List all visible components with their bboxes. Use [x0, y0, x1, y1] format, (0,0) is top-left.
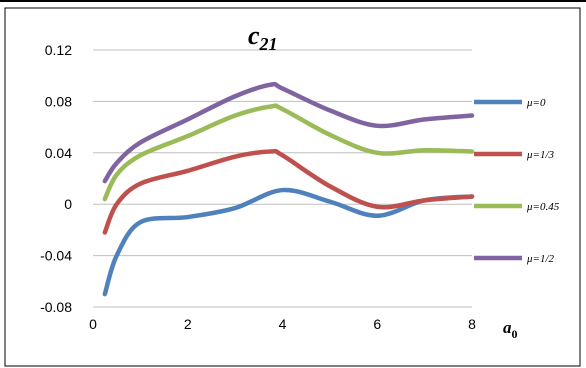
chart-title-subscript: 21 [259, 34, 278, 54]
y-tick-label: 0.04 [45, 145, 72, 161]
y-axis-tick-labels: -0.08 -0.04 0 0.04 0.08 0.12 [40, 42, 72, 315]
chart-title-main: c [248, 21, 260, 50]
x-tick-label: 4 [279, 316, 287, 332]
legend: μ=0 μ=1/3 μ=0.45 μ=1/2 [474, 97, 560, 265]
y-tick-label: -0.08 [40, 299, 72, 315]
series-line [102, 81, 475, 184]
x-tick-label: 6 [373, 316, 381, 332]
series-line [102, 103, 475, 202]
chart-border [4, 7, 581, 367]
x-axis-label: a0 [503, 318, 518, 341]
x-tick-label: 0 [89, 316, 97, 332]
x-axis-label-subscript: 0 [512, 327, 518, 341]
legend-label: μ=0.45 [526, 201, 560, 213]
chart-title: c21 [248, 21, 278, 54]
series-line [102, 187, 475, 297]
y-tick-label: -0.04 [40, 248, 72, 264]
y-tick-label: 0.08 [45, 93, 72, 109]
x-axis-label-main: a [503, 318, 512, 337]
series-line [102, 148, 475, 235]
x-tick-label: 8 [468, 316, 476, 332]
legend-label: μ=1/2 [526, 253, 555, 265]
y-tick-label: 0 [64, 196, 72, 212]
x-axis-tick-labels: 0 2 4 6 8 [89, 316, 476, 332]
legend-label: μ=0 [526, 97, 546, 109]
series-lines [102, 81, 475, 297]
x-tick-label: 2 [184, 316, 192, 332]
y-tick-label: 0.12 [45, 42, 72, 58]
legend-label: μ=1/3 [526, 149, 555, 161]
